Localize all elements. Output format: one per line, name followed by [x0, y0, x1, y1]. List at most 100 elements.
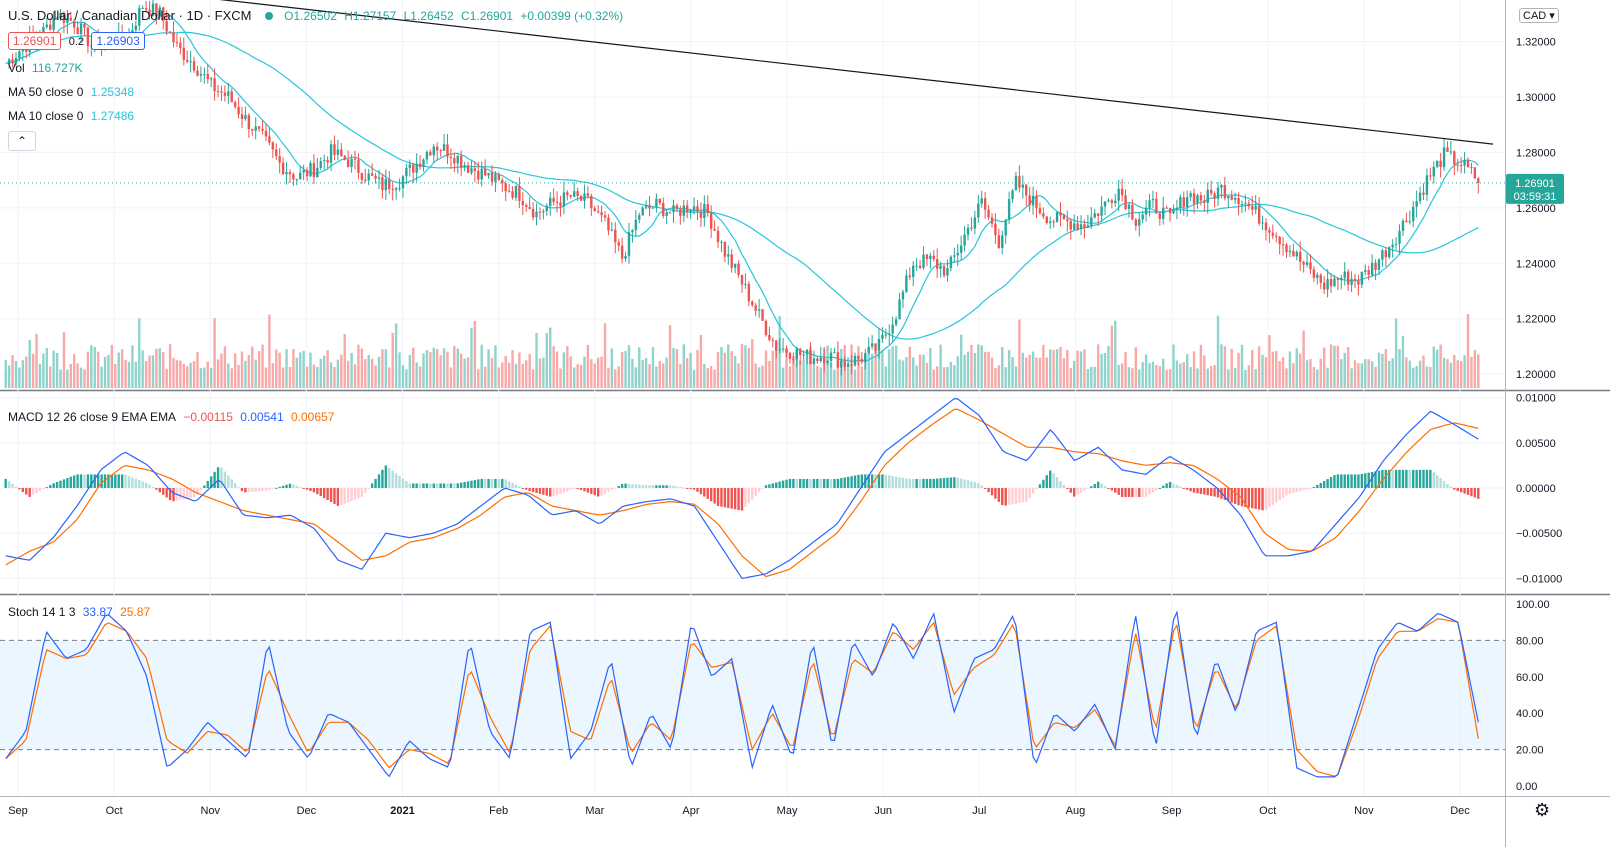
macd-histogram-bar	[244, 487, 247, 493]
volume-bar	[888, 349, 891, 388]
candle-body	[1069, 221, 1072, 230]
candle-body	[62, 12, 66, 23]
price-axis-label: 1.24000	[1516, 258, 1556, 270]
volume-bar	[792, 356, 795, 388]
volume-bar	[754, 363, 757, 388]
candle-body	[822, 357, 826, 364]
candle-body	[531, 208, 535, 218]
macd-histogram-bar	[1096, 481, 1100, 488]
bid-price[interactable]: 1.26901	[8, 32, 62, 50]
candle-body	[1360, 271, 1364, 285]
macd-histogram-bar	[120, 474, 124, 488]
volume-bar	[737, 363, 740, 388]
macd-histogram-bar	[45, 487, 49, 489]
volume-bar	[1223, 346, 1227, 388]
gear-icon[interactable]: ⚙	[1534, 800, 1551, 820]
time-axis-label: Oct	[106, 805, 123, 817]
macd-histogram-bar	[360, 487, 364, 498]
time-axis-label: Nov	[1354, 805, 1374, 817]
candle-body	[1312, 269, 1316, 278]
volume-bar	[699, 335, 703, 388]
currency-selector[interactable]: CAD ▾	[1519, 8, 1559, 23]
candle-body	[525, 205, 528, 207]
candle-body	[843, 360, 846, 367]
candle-body	[1439, 160, 1442, 168]
volume-bar	[1312, 367, 1316, 388]
volume-bar	[134, 361, 138, 388]
macd-histogram-bar	[617, 486, 620, 488]
volume-bar	[1418, 360, 1422, 388]
volume-bar	[1059, 346, 1062, 388]
candle-body	[453, 158, 456, 164]
macd-histogram-bar	[14, 486, 18, 488]
candle-body	[816, 358, 819, 362]
candle-body	[1329, 279, 1333, 287]
candle-body	[566, 192, 569, 196]
candle-body	[1117, 188, 1120, 201]
volume-bar	[422, 353, 425, 388]
volume-bar	[21, 360, 25, 388]
candle-body	[230, 91, 233, 103]
volume-bar	[569, 356, 572, 388]
macd-histogram-bar	[624, 483, 627, 488]
candle-body	[922, 254, 925, 268]
macd-histogram-bar	[1052, 473, 1055, 488]
macd-histogram-bar	[1134, 487, 1138, 498]
macd-histogram-bar	[631, 484, 634, 488]
candle-body	[590, 195, 593, 209]
volume-bar	[1083, 349, 1086, 388]
macd-histogram-bar	[778, 481, 781, 488]
candle-body	[83, 23, 86, 28]
macd-histogram-bar	[1014, 487, 1018, 504]
volume-bar	[4, 360, 7, 388]
macd-histogram-bar	[977, 483, 980, 488]
volume-bar	[1069, 367, 1072, 388]
candle-body	[1251, 206, 1254, 210]
macd-histogram-bar	[1120, 487, 1124, 498]
macd-histogram-bar	[1072, 487, 1076, 497]
volume-bar	[634, 367, 638, 388]
macd-histogram-bar	[364, 487, 367, 493]
volume-bar	[1127, 367, 1131, 388]
volume-bar	[261, 344, 264, 388]
candle-body	[846, 364, 850, 367]
candle-body	[638, 215, 641, 220]
collapse-legend-button[interactable]: ⌃	[8, 131, 36, 151]
candle-body	[840, 360, 843, 368]
macd-axis-label: 0.00000	[1516, 483, 1556, 495]
macd-histogram-bar	[442, 483, 446, 488]
volume-bar	[370, 358, 374, 388]
macd-histogram-bar	[884, 474, 888, 488]
candle-body	[1319, 274, 1322, 283]
macd-histogram-bar	[329, 487, 333, 502]
macd-histogram-bar	[1035, 487, 1038, 489]
macd-histogram-bar	[675, 486, 679, 488]
candle-body	[1247, 203, 1251, 207]
candle-body	[257, 126, 261, 129]
candle-body	[781, 348, 785, 350]
macd-histogram-bar	[641, 484, 644, 488]
macd-histogram-bar	[953, 477, 956, 488]
volume-bar	[617, 366, 620, 388]
volume-bar	[439, 355, 442, 388]
macd-histogram-bar	[1062, 484, 1066, 488]
volume-bar	[1446, 359, 1449, 388]
time-axis-label: Aug	[1066, 805, 1086, 817]
volume-bar	[343, 334, 346, 388]
macd-histogram-bar	[278, 486, 281, 488]
ask-price[interactable]: 1.26903	[91, 32, 145, 50]
candle-body	[1292, 250, 1295, 257]
candle-body	[881, 334, 884, 340]
candle-body	[929, 255, 932, 260]
stoch-axis-label: 60.00	[1516, 672, 1544, 684]
volume-bar	[14, 361, 18, 388]
candle-body	[364, 179, 367, 181]
candle-body	[1271, 232, 1275, 236]
volume-bar	[257, 351, 261, 388]
macd-histogram-bar	[1394, 469, 1398, 488]
volume-bar	[733, 356, 737, 388]
candle-body	[1305, 262, 1309, 265]
candle-body	[723, 241, 727, 257]
candle-body	[323, 160, 326, 162]
